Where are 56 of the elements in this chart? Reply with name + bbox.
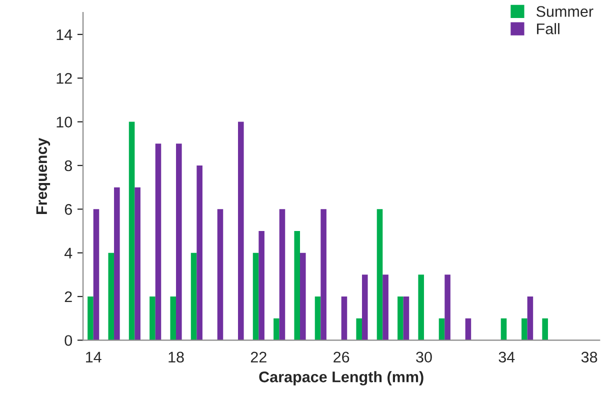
bar: [376, 209, 383, 340]
bar: [128, 122, 135, 340]
bar: [279, 209, 286, 340]
y-tick-label: 6: [64, 204, 72, 215]
y-axis-title: Frequency: [36, 138, 50, 214]
bar: [438, 318, 445, 340]
bar: [108, 252, 114, 340]
bar: [88, 296, 94, 340]
bar: [300, 252, 306, 340]
x-tick-label: 14: [86, 352, 102, 362]
x-axis-title: Carapace Length (mm): [259, 371, 424, 386]
bar: [314, 296, 321, 340]
legend-label: Summer: [536, 6, 594, 17]
y-tick-label: 10: [56, 116, 72, 128]
bar: [341, 296, 348, 340]
x-tick-label: 18: [168, 352, 184, 363]
bar: [542, 318, 548, 340]
bar: [465, 318, 472, 340]
bar: [252, 252, 259, 340]
bar: [176, 144, 182, 340]
bar: [294, 231, 300, 340]
bar: [522, 318, 528, 340]
bar: [150, 296, 156, 340]
y-tick-label: 2: [64, 291, 72, 302]
bar: [274, 318, 280, 340]
bar: [258, 231, 264, 340]
bar: [217, 209, 224, 340]
y-tick-label: 0: [64, 335, 72, 346]
y-tick-label: 12: [56, 72, 72, 84]
bar: [398, 296, 404, 340]
bar: [500, 318, 507, 340]
bar: [444, 274, 450, 340]
x-tick-label: 22: [250, 352, 266, 362]
y-tick-label: 8: [64, 160, 72, 172]
bar: [190, 252, 197, 340]
legend-label: Fall: [537, 23, 560, 34]
x-tick-label: 38: [581, 352, 598, 363]
bar: [134, 187, 140, 340]
bar: [155, 144, 162, 340]
bar: [170, 296, 176, 340]
y-tick-label: 4: [64, 248, 72, 258]
bar: [320, 209, 326, 340]
bar: [196, 165, 202, 340]
bar: [356, 318, 362, 340]
bar: [418, 274, 424, 340]
bar: [114, 187, 120, 340]
y-tick-label: 14: [56, 29, 72, 40]
x-tick-label: 34: [498, 352, 515, 363]
x-tick-label: 26: [334, 352, 350, 363]
bar: [238, 122, 244, 340]
bar: [93, 209, 100, 340]
bar: [527, 296, 534, 340]
bar: [403, 296, 410, 340]
bar: [362, 274, 368, 340]
x-tick-label: 30: [416, 352, 432, 363]
bar: [382, 274, 388, 340]
